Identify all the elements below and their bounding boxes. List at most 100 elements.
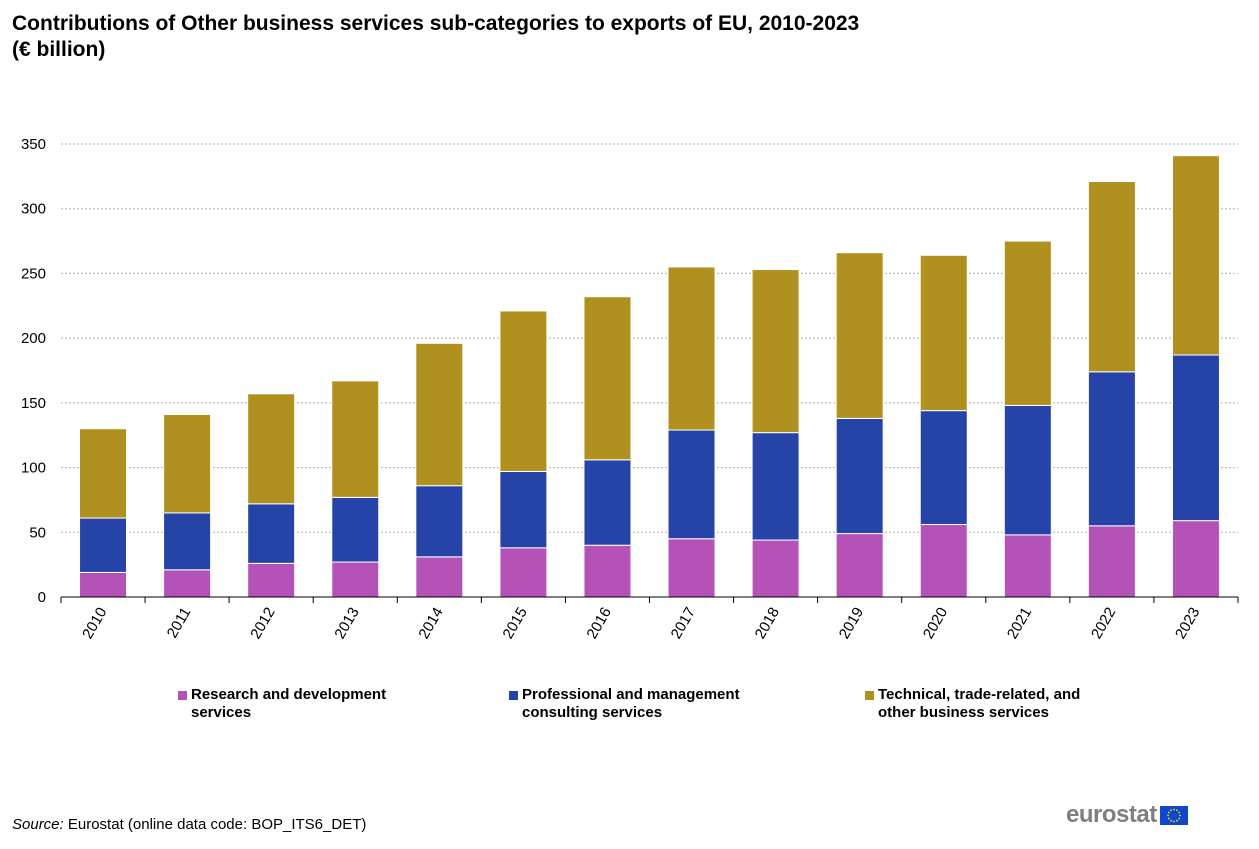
bar-segment-2015-series-1: [499, 470, 548, 549]
x-tick-label: 2022: [1088, 605, 1119, 642]
bar-segment-2020-series-0: [919, 524, 968, 598]
x-tick-label: 2018: [752, 605, 783, 642]
eurostat-logo: eurostat: [1066, 801, 1188, 829]
bar-segment-2018-series-0: [751, 539, 800, 598]
bar-segment-2014-series-1: [415, 485, 464, 558]
bar-segment-2012-series-1: [247, 503, 296, 564]
legend-swatch-technical: [865, 691, 874, 700]
y-tick-label: 250: [21, 265, 46, 282]
x-tick-label: 2013: [331, 605, 362, 642]
bar-segment-2022-series-2: [1087, 181, 1136, 373]
bar-segment-2013-series-0: [331, 561, 380, 598]
bar-segment-2022-series-0: [1087, 525, 1136, 598]
y-tick-label: 100: [21, 460, 46, 477]
bar-segment-2021-series-0: [1003, 534, 1052, 598]
eu-flag-icon: [1159, 805, 1188, 825]
x-tick-label: 2023: [1172, 605, 1203, 642]
flag-star: [1166, 814, 1169, 816]
bar-segment-2011-series-0: [163, 569, 212, 598]
flag-star: [1175, 808, 1178, 811]
bar-segment-2014-series-2: [415, 342, 464, 487]
bar-segment-2013-series-2: [331, 380, 380, 498]
bar-segment-2023-series-2: [1171, 155, 1220, 356]
flag-star: [1172, 820, 1175, 822]
x-tick-label: 2011: [164, 605, 195, 641]
bar-segment-2010-series-1: [79, 517, 128, 573]
bar-segment-2018-series-2: [751, 269, 800, 434]
legend-label-technical-line2: other business services: [878, 704, 1049, 721]
bar-segment-2012-series-2: [247, 393, 296, 505]
y-tick-label: 0: [38, 589, 46, 606]
bar-segment-2019-series-2: [835, 252, 884, 419]
bar-segment-2021-series-1: [1003, 404, 1052, 536]
bar-segment-2019-series-0: [835, 533, 884, 598]
bar-segment-2017-series-2: [667, 266, 716, 431]
bar-segment-2015-series-2: [499, 310, 548, 472]
flag-star: [1177, 817, 1180, 819]
legend-item-technical: Technical, trade-related, and other busi…: [865, 686, 1113, 722]
bar-segment-2017-series-0: [667, 538, 716, 598]
legend-item-professional: Professional and management consulting s…: [509, 686, 757, 722]
bar-segment-2022-series-1: [1087, 371, 1136, 527]
y-tick-label: 300: [21, 201, 46, 218]
y-tick-label: 50: [29, 524, 46, 541]
flag-star: [1169, 808, 1172, 811]
flag-star: [1175, 819, 1178, 822]
flag-star: [1177, 811, 1180, 813]
bar-segment-2019-series-1: [835, 417, 884, 535]
source-text: Eurostat (online data code: BOP_ITS6_DET…: [63, 816, 367, 833]
bar-segment-2023-series-0: [1171, 520, 1220, 598]
y-tick-label: 350: [21, 136, 46, 153]
bar-segment-2010-series-0: [79, 571, 128, 598]
chart-title-line1: Contributions of Other business services…: [12, 12, 860, 35]
flag-star: [1167, 817, 1170, 819]
x-tick-label: 2010: [79, 605, 110, 642]
x-tick-label: 2014: [415, 605, 446, 642]
chart-title: Contributions of Other business services…: [12, 11, 859, 63]
legend-label-research-line2: services: [191, 704, 252, 721]
bar-segment-2014-series-0: [415, 556, 464, 598]
chart-title-line2: (€ billion): [12, 38, 106, 61]
stacked-bar-chart: 0 50 100 150 200 250 300 350 2010 2011 2012 2013 201…: [21, 136, 1239, 642]
x-tick-label: 2015: [499, 605, 530, 642]
bar-segment-2020-series-1: [919, 410, 968, 526]
legend-swatch-research: [178, 691, 187, 700]
bar-segment-2010-series-2: [79, 428, 128, 519]
flag-star: [1178, 814, 1181, 816]
legend-label-technical-line1: Technical, trade-related, and: [878, 686, 1081, 703]
grid-lines: [61, 143, 1238, 533]
flag-star: [1167, 811, 1170, 813]
x-tick-label: 2019: [836, 605, 867, 642]
x-tick-label: 2016: [584, 605, 615, 642]
y-tick-label: 200: [21, 330, 46, 347]
bar-segment-2021-series-2: [1003, 240, 1052, 406]
y-tick-label: 150: [21, 395, 46, 412]
bar-segment-2023-series-1: [1171, 354, 1220, 522]
bar-segment-2018-series-1: [751, 432, 800, 541]
bar-segment-2011-series-1: [163, 512, 212, 571]
bar-segment-2016-series-2: [583, 296, 632, 461]
source-label: Source:: [12, 816, 64, 833]
flag-star: [1169, 819, 1172, 822]
legend-label-research-line1: Research and development: [191, 686, 387, 703]
bar-segment-2017-series-1: [667, 429, 716, 540]
bars: [79, 155, 1220, 598]
bar-segment-2016-series-0: [583, 544, 632, 598]
flag-star: [1172, 808, 1175, 810]
legend-label-professional-line2: consulting services: [522, 704, 663, 721]
x-tick-label: 2021: [1004, 605, 1035, 642]
legend-label-professional-line1: Professional and management: [522, 686, 740, 703]
bar-segment-2016-series-1: [583, 459, 632, 546]
legend-item-research: Research and development services: [178, 686, 426, 722]
legend-swatch-professional: [509, 691, 518, 700]
bar-segment-2012-series-0: [247, 562, 296, 598]
bar-segment-2011-series-2: [163, 414, 212, 514]
x-tick-label: 2012: [247, 605, 278, 642]
x-tick-label: 2017: [668, 605, 699, 642]
eurostat-logo-text: eurostat: [1066, 801, 1157, 828]
source-note: Source: Eurostat (online data code: BOP_…: [12, 816, 366, 833]
bar-segment-2013-series-1: [331, 496, 380, 563]
bar-segment-2020-series-2: [919, 254, 968, 412]
bar-segment-2015-series-0: [499, 547, 548, 598]
x-tick-label: 2020: [920, 605, 951, 642]
